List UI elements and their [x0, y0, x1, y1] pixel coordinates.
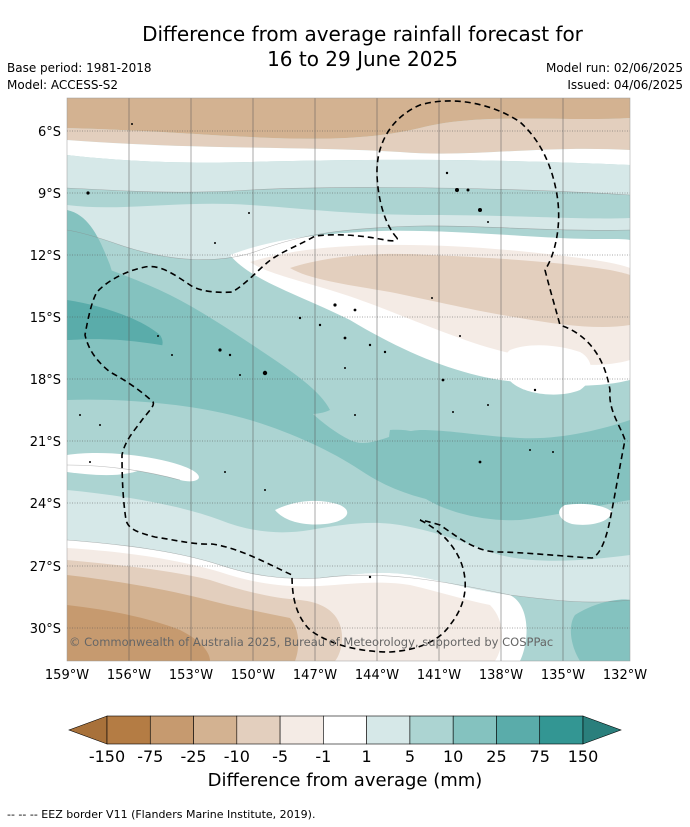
- model-text: Model: ACCESS-S2: [7, 78, 119, 92]
- lat-label: 6°S: [38, 125, 61, 140]
- lat-label: 24°S: [30, 497, 61, 512]
- colorbar-tick-label: -1: [315, 747, 331, 766]
- colorbar-box: [496, 715, 541, 745]
- lat-label: 27°S: [30, 560, 61, 575]
- colorbar-tick-label: 10: [443, 747, 463, 766]
- colorbar-tick-label: 25: [486, 747, 506, 766]
- colorbar-box: [106, 715, 151, 745]
- map-frame: [66, 97, 631, 662]
- colorbar-box: [409, 715, 454, 745]
- title-line-1: Difference from average rainfall forecas…: [142, 22, 583, 46]
- title-line-2: 16 to 29 June 2025: [267, 47, 458, 71]
- base-period-text: Base period: 1981-2018: [7, 61, 152, 75]
- colorbar: -150 -75 -25 -10 -5 -1 1 5 10 25 75 150: [68, 715, 622, 766]
- longitude-labels: 159°W 156°W 153°W 150°W 147°W 144°W 141°W 138°W…: [45, 668, 647, 683]
- colorbar-tick-label: -25: [180, 747, 206, 766]
- colorbar-tick-label: -75: [137, 747, 163, 766]
- lon-label: 135°W: [541, 668, 585, 683]
- lat-label: 21°S: [30, 435, 61, 450]
- lon-label: 132°W: [603, 668, 647, 683]
- lat-label: 12°S: [30, 249, 61, 264]
- colorbar-tick-label: -5: [272, 747, 288, 766]
- issued-text: Issued: 04/06/2025: [567, 78, 683, 92]
- colorbar-box: [452, 715, 497, 745]
- lon-label: 147°W: [293, 668, 337, 683]
- lon-label: 144°W: [355, 668, 399, 683]
- colorbar-box: [149, 715, 194, 745]
- rainfall-bands: [67, 98, 630, 661]
- latitude-labels: 6°S 9°S 12°S 15°S 18°S 21°S 24°S 27°S 30°S: [30, 125, 61, 637]
- colorbar-tick-label: 150: [568, 747, 599, 766]
- lon-label: 153°W: [169, 668, 213, 683]
- lat-label: 30°S: [30, 622, 61, 637]
- copyright-text: © Commonwealth of Australia 2025, Bureau…: [69, 635, 553, 649]
- colorbar-box: [323, 715, 367, 745]
- colorbar-box: [279, 715, 324, 745]
- colorbar-tick-label: -150: [89, 747, 125, 766]
- gridlines: [67, 98, 630, 661]
- map-area: © Commonwealth of Australia 2025, Bureau…: [30, 97, 647, 683]
- colorbar-tick-label: 5: [405, 747, 415, 766]
- colorbar-tick-label: -10: [224, 747, 250, 766]
- colorbar-tick-label: 75: [530, 747, 550, 766]
- model-run-text: Model run: 02/06/2025: [545, 61, 683, 75]
- meta-left: Base period: 1981-2018 Model: ACCESS-S2: [7, 60, 152, 94]
- lon-label: 159°W: [45, 668, 89, 683]
- lon-label: 150°W: [231, 668, 275, 683]
- footnote: -- -- -- EEZ border V11 (Flanders Marine…: [7, 808, 316, 821]
- lat-label: 15°S: [30, 311, 61, 326]
- lon-label: 138°W: [479, 668, 523, 683]
- islands: [79, 123, 554, 579]
- colorbar-ticks: -150 -75 -25 -10 -5 -1 1 5 10 25 75 150: [89, 747, 598, 766]
- colorbar-box: [366, 715, 411, 745]
- colorbar-tick-label: 1: [362, 747, 372, 766]
- colorbar-low-extend: [68, 715, 108, 745]
- lon-label: 156°W: [107, 668, 151, 683]
- colorbar-high-extend: [582, 715, 622, 745]
- colorbar-box: [236, 715, 281, 745]
- lon-label: 141°W: [417, 668, 461, 683]
- eez-border: [84, 100, 626, 653]
- lat-label: 18°S: [30, 373, 61, 388]
- colorbar-box: [193, 715, 238, 745]
- colorbar-label: Difference from average (mm): [207, 770, 483, 791]
- meta-right: Model run: 02/06/2025 Issued: 04/06/2025: [546, 60, 683, 94]
- colorbar-boxes: [68, 715, 622, 745]
- colorbar-box: [539, 715, 584, 745]
- map-title: Difference from average rainfall forecas…: [0, 22, 690, 72]
- lat-label: 9°S: [38, 187, 61, 202]
